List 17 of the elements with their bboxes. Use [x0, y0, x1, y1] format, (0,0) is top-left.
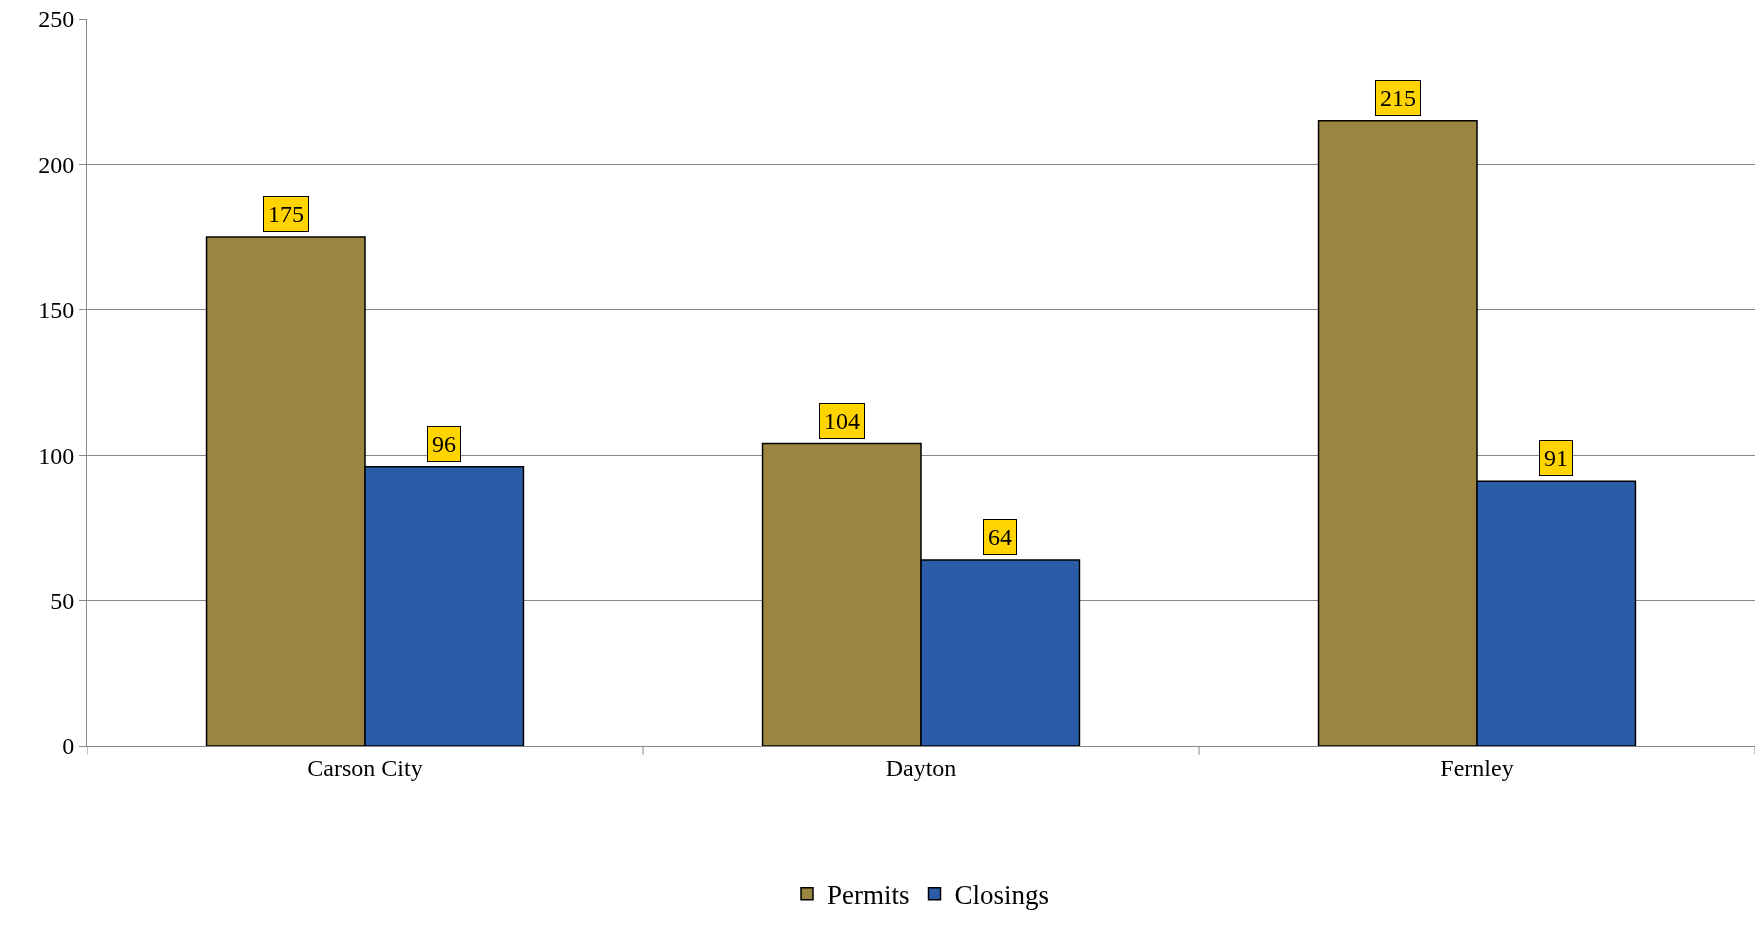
data-label: 91 [1544, 445, 1568, 471]
data-label: 175 [268, 201, 304, 227]
data-label: 64 [988, 524, 1012, 550]
data-label: 215 [1380, 85, 1416, 111]
y-tick-label: 100 [38, 442, 75, 469]
data-label: 104 [824, 408, 860, 434]
y-tick-label: 0 [62, 733, 75, 760]
y-tick-label: 250 [38, 6, 75, 33]
y-tick-label: 50 [50, 588, 75, 614]
y-tick-label: 150 [38, 297, 75, 324]
data-label: 96 [432, 431, 456, 457]
x-tick-label: Dayton [885, 754, 957, 781]
y-tick-label: 200 [38, 151, 75, 178]
legend-label: Permits [827, 880, 910, 911]
x-tick-label: Carson City [307, 754, 423, 781]
legend-label: Closings [954, 880, 1050, 911]
x-tick-label: Fernley [1440, 754, 1514, 781]
